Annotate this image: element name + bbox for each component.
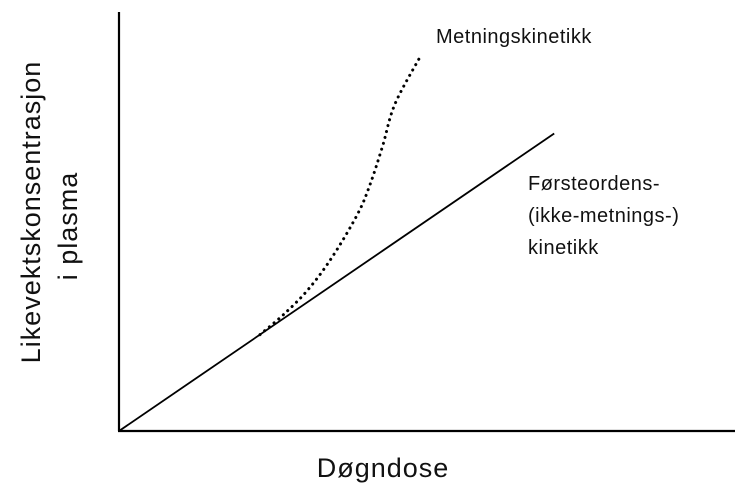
series-layer [118,56,555,432]
series-label-first-order-line-2: (ikke-metnings-) [528,205,679,227]
y-axis-title-line-1: Likevektskonsentrasjon [16,61,46,364]
series-label-saturation: Metningskinetikk [436,26,592,48]
axes [117,12,735,433]
x-axis-title: Døgndose [317,453,450,483]
series-label-first-order: Førsteordens- (ikke-metnings-) kinetikk [528,173,679,259]
series-label-saturation-line-1: Metningskinetikk [436,26,592,48]
series-saturation-curve [258,56,421,337]
series-label-first-order-line-1: Førsteordens- [528,173,660,195]
y-axis-title: Likevektskonsentrasjon i plasma [16,61,83,364]
series-label-first-order-line-3: kinetikk [528,237,599,259]
y-axis-title-line-2: i plasma [53,172,83,281]
series-first-order-line [118,132,555,432]
